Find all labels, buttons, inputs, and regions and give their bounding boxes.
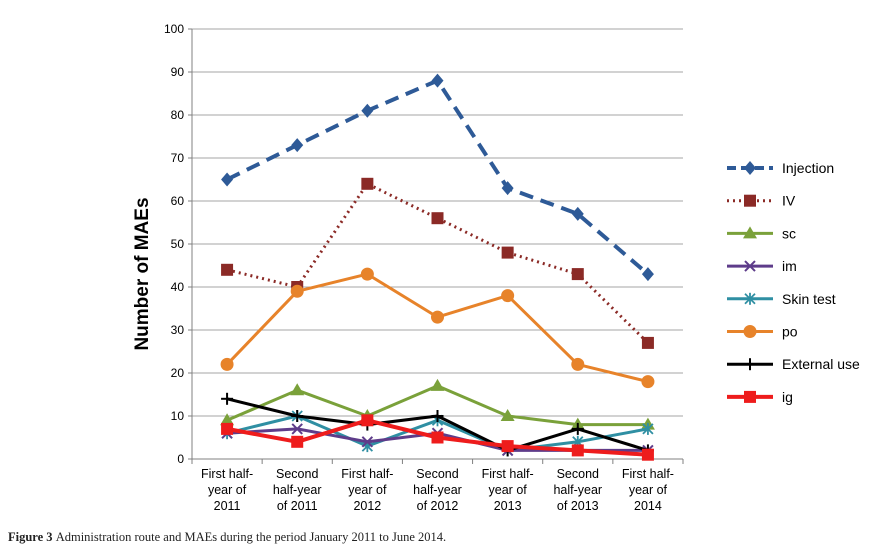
marker-stroke [291,423,303,435]
data-point-iv [361,177,374,190]
legend-label: Injection [782,160,834,176]
legend-item-po: po [727,324,798,340]
data-point-po [641,375,655,389]
data-point-ig [221,422,234,435]
data-point-injection [291,138,304,153]
legend-marker [744,292,756,305]
data-point-injection [571,206,584,221]
line-chart: 0 10 20 30 40 50 60 70 80 90 100 First half-year of… [132,22,860,513]
legend-marker [744,358,756,371]
legend-marker [744,390,756,403]
legend-marker [744,194,756,207]
legend-item-skin-test: Skin test [727,291,836,307]
data-point-ig [361,414,374,427]
data-point-im [361,436,374,448]
data-point-sc [500,409,515,421]
figure-label: Figure 3 [8,530,53,544]
y-tick-label: 60 [171,194,185,208]
series-po [220,267,655,389]
data-point-injection [361,103,374,118]
figure-caption-text: Administration route and MAEs during the… [55,530,447,544]
y-tick-label: 90 [171,65,185,79]
y-tick-label: 100 [164,22,184,36]
data-point-external-use [571,422,584,435]
x-tick-label: First half-year of 2011 [201,467,253,513]
x-tick-label: First half-year of 2012 [341,467,393,513]
legend-marker [744,260,756,272]
legend-item-iv: IV [727,193,796,209]
data-point-injection [221,172,234,187]
y-tick-label: 30 [171,323,185,337]
data-point-external-use [431,410,444,422]
legend-item-injection: Injection [727,160,834,176]
data-point-po [501,289,515,303]
data-point-iv [431,212,444,225]
data-point-po [290,284,304,298]
data-point-iv [571,268,584,281]
data-point-sc [430,378,445,391]
legend-label: External use [782,356,860,372]
data-point-po [571,357,585,371]
figure-caption: Figure 3 Administration route and MAEs d… [8,530,446,545]
x-tick-label: Second half-year of 2011 [273,467,322,513]
data-point-sc [220,413,235,426]
data-point-po [360,267,374,281]
data-point-external-use [291,410,304,422]
legend-marker [743,226,757,239]
marker-stroke [361,436,374,448]
legend-marker [744,161,756,175]
legend-marker [743,325,757,338]
data-point-iv [641,336,654,349]
data-point-injection [641,267,654,282]
data-point-external-use [221,392,234,405]
y-tick-label: 70 [171,151,185,165]
data-point-injection [431,73,444,88]
x-tick-label: First half-year of 2014 [622,467,674,513]
y-tick-label: 20 [171,366,185,380]
y-tick-label: 40 [171,280,185,294]
legend-label: sc [782,225,796,241]
legend-label: im [782,258,797,274]
y-tick-label: 0 [177,452,184,466]
marker-stroke [744,260,756,272]
data-point-po [220,357,234,371]
data-point-im [291,423,303,435]
x-tick-label: Second half-year of 2012 [413,467,462,513]
legend-label: po [782,324,798,340]
y-tick-label: 50 [171,237,185,251]
legend-item-sc: sc [727,225,796,241]
series-ig [221,414,654,461]
data-point-ig [641,448,654,461]
legend-label: Skin test [782,291,836,307]
data-point-iv [221,263,234,276]
legend-item-external-use: External use [727,356,860,372]
data-point-skin-test [642,422,654,435]
data-point-sc [290,383,305,396]
x-tick-label: Second half-year of 2013 [553,467,602,513]
data-point-ig [431,431,444,444]
data-point-ig [291,435,304,448]
data-point-injection [501,181,514,196]
data-point-ig [571,444,584,457]
series-line-po [225,272,649,384]
data-point-po [431,310,444,324]
x-tick-label: First half-year of 2013 [482,467,534,513]
legend-item-im: im [727,258,797,274]
series-injection [221,73,654,282]
legend-label: ig [782,389,793,405]
data-point-iv [501,246,514,259]
y-axis-title: Number of MAEs [132,197,153,350]
series-line-injection [226,78,650,276]
y-tick-label: 10 [171,409,185,423]
legend-item-ig: ig [727,389,793,405]
legend-label: IV [782,193,796,209]
data-point-ig [501,440,514,453]
y-tick-label: 80 [171,108,185,122]
